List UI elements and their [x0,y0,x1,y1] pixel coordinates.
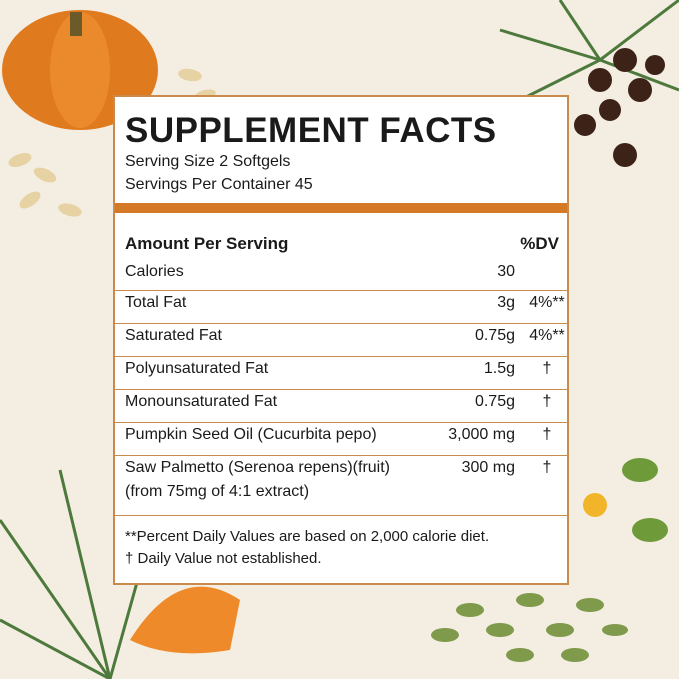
nutrient-dv: † [542,459,552,476]
flower [583,493,607,517]
nutrient-row: Polyunsaturated Fat 1.5g † [115,356,567,390]
berries [574,48,665,167]
servings-per-container: Servings Per Container 45 [125,176,313,193]
nutrient-row: Saw Palmetto (Serenoa repens)(fruit) (fro… [115,455,567,516]
header-amount: Amount Per Serving [125,234,289,253]
nutrient-name: Saturated Fat [125,327,222,344]
nutrient-note: (from 75mg of 4:1 extract) [125,483,310,500]
title: SUPPLEMENT FACTS [125,111,497,150]
pumpkin-stem [70,12,82,36]
nutrient-amount: 3,000 mg [448,426,515,443]
nutrient-amount: 3g [497,294,515,311]
green-seeds [431,593,628,662]
nutrient-name: Polyunsaturated Fat [125,360,269,377]
nutrient-row: Total Fat 3g 4%** [115,290,567,324]
footnote: † Daily Value not established. [125,550,322,567]
pumpkin-rib [50,12,110,128]
nutrient-name: Pumpkin Seed Oil (Cucurbita pepo) [125,426,377,443]
header-dv: %DV [520,234,559,253]
nutrient-row: Saturated Fat 0.75g 4%** [115,323,567,357]
nutrient-amount: 0.75g [474,327,515,344]
nutrient-dv: † [542,360,552,377]
pumpkin-slice [130,586,240,654]
footnote: **Percent Daily Values are based on 2,00… [125,528,490,545]
nutrient-dv: † [542,426,552,443]
facts-panel: SUPPLEMENT FACTS Serving Size 2 Softgels… [113,95,569,585]
nutrient-dv: 4%** [529,294,565,311]
nutrient-name: Saw Palmetto (Serenoa repens)(fruit) [125,459,390,476]
nutrient-name: Calories [125,263,184,280]
nutrient-amount: 300 mg [461,459,515,476]
nutrient-dv: † [542,393,552,410]
nutrient-amount: 30 [497,263,515,280]
nutrient-row: Calories 30 [115,259,567,291]
nutrient-amount: 1.5g [483,360,515,377]
nutrient-name: Monounsaturated Fat [125,393,278,410]
nutrient-dv: 4%** [529,327,565,344]
nutrient-amount: 0.75g [474,393,515,410]
nutrient-row: Pumpkin Seed Oil (Cucurbita pepo) 3,000 m… [115,422,567,456]
leaf [622,458,658,482]
serving-size: Serving Size 2 Softgels [125,153,291,170]
nutrient-name: Total Fat [125,294,187,311]
divider-bar [115,203,567,213]
leaf [632,518,668,542]
nutrient-row: Monounsaturated Fat 0.75g † [115,389,567,423]
